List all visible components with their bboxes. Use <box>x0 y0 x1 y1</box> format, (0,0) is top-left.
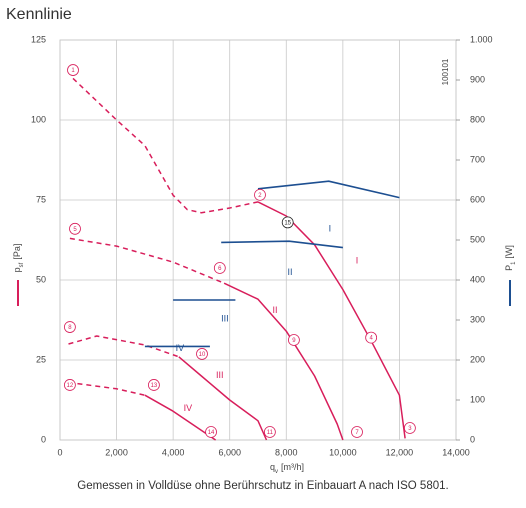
y-axis-label: psf [Pa] <box>12 244 24 273</box>
annotation-circle <box>64 379 76 391</box>
x-tick-label: 14,000 <box>442 447 470 457</box>
y2-tick-label: 700 <box>470 154 485 164</box>
y-tick-label: 100 <box>31 114 46 124</box>
x-tick-label: 6,000 <box>218 447 241 457</box>
annotation: 2 <box>258 193 262 199</box>
y2-tick-label: 400 <box>470 274 485 284</box>
annotation: IV <box>184 403 193 413</box>
annotation: 3 <box>408 426 412 432</box>
annotation-circle <box>281 216 294 229</box>
annotation-circle <box>205 426 217 438</box>
annotation: 13 <box>151 383 158 389</box>
annotation: I <box>329 224 332 234</box>
y2-axis-label: P1 [W] <box>504 245 516 271</box>
annotation: II <box>272 305 277 315</box>
annotation: 14 <box>208 430 215 436</box>
annotation: 12 <box>67 383 74 389</box>
x-tick-label: 12,000 <box>386 447 414 457</box>
annotation: 15 <box>284 220 291 226</box>
y-axis-label-sub: sf <box>19 262 25 267</box>
annotation-circle <box>196 348 208 360</box>
annotation: II <box>287 267 292 277</box>
y2-tick-label: 900 <box>470 74 485 84</box>
y-tick-label: 75 <box>36 194 46 204</box>
annotation: III <box>221 313 229 323</box>
x-tick-label: 10,000 <box>329 447 357 457</box>
pressure-curve <box>68 381 146 396</box>
y-tick-label: 125 <box>31 34 46 44</box>
x-axis-label-unit: [m³/h] <box>281 462 304 472</box>
y2-tick-label: 200 <box>470 354 485 364</box>
annotation: 6 <box>218 266 222 272</box>
annotation: IV <box>176 343 185 353</box>
x-tick-label: 8,000 <box>275 447 298 457</box>
y-tick-label: 50 <box>36 274 46 284</box>
annotation: 1 <box>71 68 75 74</box>
annotation: 4 <box>369 336 373 342</box>
pressure-curve <box>223 282 344 441</box>
annotation-circle <box>263 426 276 438</box>
x-tick-label: 2,000 <box>105 447 128 457</box>
annotation-circle <box>365 331 378 344</box>
annotation-circle <box>351 426 363 438</box>
annotation: 5 <box>73 227 77 233</box>
annotation: III <box>216 370 224 380</box>
annotation: 8 <box>68 325 72 331</box>
y2-axis-label-sub: 1 <box>511 261 517 265</box>
y2-axis-label-symbol: P <box>504 265 514 271</box>
y2-tick-label: 1.000 <box>470 34 493 44</box>
caption: Gemessen in Volldüse ohne Berührschutz i… <box>77 480 448 492</box>
y2-tick-label: 500 <box>470 234 485 244</box>
y2-axis-label-unit: [W] <box>504 245 514 259</box>
y2-tick-label: 100 <box>470 394 485 404</box>
annotation-circle <box>148 379 160 391</box>
power-curve <box>257 180 400 199</box>
x-tick-label: 0 <box>57 447 62 457</box>
pressure-curve <box>144 394 217 441</box>
annotation: 9 <box>292 338 296 344</box>
annotation-circle <box>69 222 81 235</box>
y2-tick-label: 800 <box>470 114 485 124</box>
y-axis-label-symbol: p <box>12 267 22 272</box>
pressure-curve <box>72 77 259 214</box>
annotation-circle <box>288 334 300 346</box>
annotation-circle <box>403 422 416 434</box>
annotation: I <box>356 256 359 266</box>
y2-tick-label: 600 <box>470 194 485 204</box>
x-tick-label: 4,000 <box>162 447 185 457</box>
chart-title: Kennlinie <box>6 6 72 23</box>
annotation: 10 <box>199 352 206 358</box>
y-axis-label-unit: [Pa] <box>12 244 22 260</box>
x-axis-label: qv [m³/h] <box>270 462 304 474</box>
pressure-curve <box>178 356 268 441</box>
power-curve <box>221 240 343 249</box>
pressure-curve <box>69 237 225 284</box>
annotation-circle <box>67 64 79 76</box>
x-axis-label-symbol: q <box>270 462 275 472</box>
y-tick-label: 25 <box>36 354 46 364</box>
annotation: 11 <box>267 430 274 436</box>
annotation-circle <box>64 321 76 333</box>
x-axis-label-sub: v <box>275 469 278 475</box>
y2-tick-label: 300 <box>470 314 485 324</box>
annotation: 7 <box>355 430 359 436</box>
pressure-curve <box>257 201 406 439</box>
plot-frame <box>59 39 457 441</box>
y2-tick-label: 0 <box>470 434 475 444</box>
code: 100101 <box>441 58 450 85</box>
annotation-circle <box>254 188 266 201</box>
annotation-circle <box>213 262 226 274</box>
y-tick-label: 0 <box>41 434 46 444</box>
